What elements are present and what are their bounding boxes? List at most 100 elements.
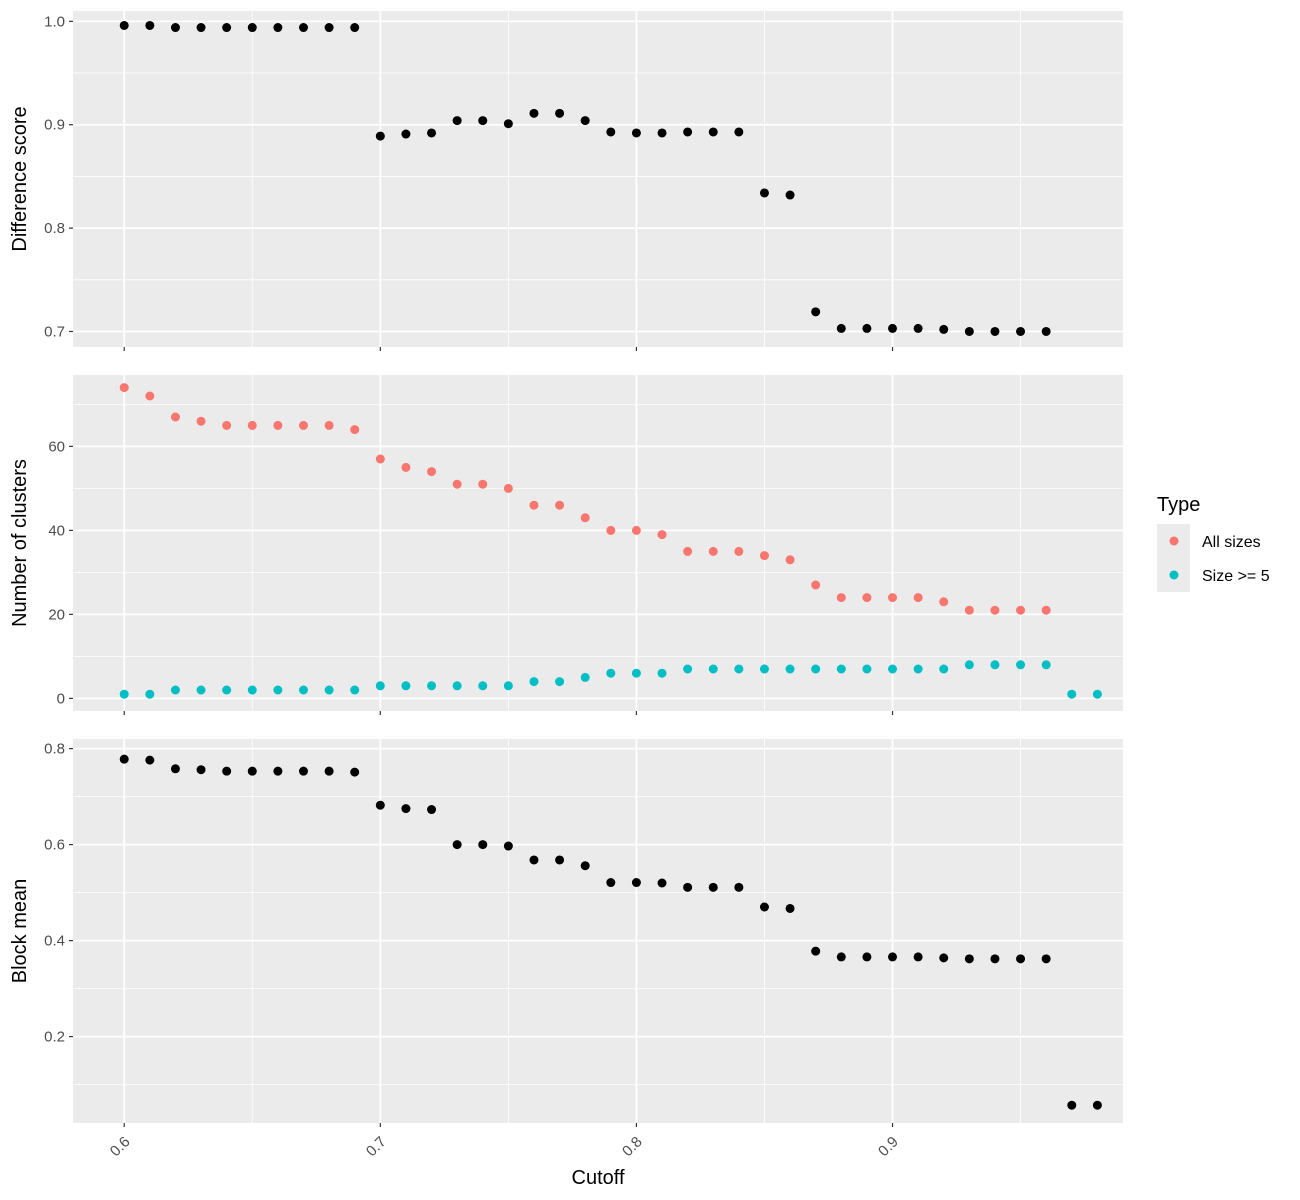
data-point	[529, 500, 539, 510]
data-point	[427, 128, 437, 138]
data-point	[427, 467, 437, 477]
data-point	[478, 479, 488, 489]
data-point	[836, 952, 846, 962]
series-1	[119, 754, 1102, 1110]
data-point	[196, 765, 206, 775]
data-point	[247, 766, 257, 776]
data-point	[913, 664, 923, 674]
data-point	[247, 420, 257, 430]
data-point	[503, 119, 513, 129]
data-point	[555, 500, 565, 510]
data-point	[811, 580, 821, 590]
data-point	[734, 127, 744, 137]
x-tick-label: 0.9	[875, 1133, 902, 1160]
data-point	[785, 664, 795, 674]
data-point	[427, 681, 437, 691]
data-point	[657, 128, 667, 138]
panel-background	[73, 375, 1123, 711]
data-point	[222, 766, 232, 776]
y-tick-label: 0.7	[44, 323, 65, 340]
data-point	[759, 902, 769, 912]
data-point	[196, 23, 206, 33]
data-point	[734, 882, 744, 892]
data-point	[862, 664, 872, 674]
legend-title: Type	[1157, 494, 1200, 516]
data-point	[222, 23, 232, 33]
panel-background	[73, 11, 1123, 347]
data-point	[298, 420, 308, 430]
data-point	[324, 685, 334, 695]
data-point	[119, 754, 129, 764]
data-point	[1067, 1100, 1077, 1110]
data-point	[964, 660, 974, 670]
data-point	[785, 555, 795, 565]
data-point	[913, 323, 923, 333]
legend-label-size-ge-5: Size >= 5	[1202, 568, 1270, 585]
data-point	[1092, 689, 1102, 699]
data-point	[759, 188, 769, 198]
data-point	[888, 323, 898, 333]
data-point	[580, 513, 590, 523]
data-point	[1041, 660, 1051, 670]
data-point	[913, 593, 923, 603]
legend-label-all-sizes: All sizes	[1202, 534, 1261, 551]
x-axis-title: Cutoff	[572, 1167, 625, 1189]
legend-key-all-sizes	[1169, 536, 1179, 546]
data-point	[375, 454, 385, 464]
data-point	[580, 672, 590, 682]
data-point	[273, 766, 283, 776]
data-point	[1016, 954, 1026, 964]
data-point	[196, 685, 206, 695]
data-point	[503, 841, 513, 851]
data-point	[529, 108, 539, 118]
data-point	[273, 685, 283, 695]
data-point	[350, 767, 360, 777]
data-point	[990, 326, 1000, 336]
data-point	[964, 954, 974, 964]
data-point	[964, 605, 974, 615]
data-point	[503, 681, 513, 691]
data-point	[836, 593, 846, 603]
panel-background	[73, 739, 1123, 1123]
data-point	[631, 525, 641, 535]
y-tick-label: 20	[48, 606, 65, 623]
y-tick-label: 40	[48, 522, 65, 539]
data-point	[708, 127, 718, 137]
legend: Type All sizes Size >= 5	[1157, 494, 1270, 592]
data-point	[555, 677, 565, 687]
data-point	[964, 326, 974, 336]
data-point	[1041, 954, 1051, 964]
panel-1: 0.7 0.8 0.9 1.0 Difference score	[9, 11, 1123, 351]
data-point	[734, 664, 744, 674]
data-point	[785, 903, 795, 913]
data-point	[606, 878, 616, 888]
data-point	[862, 323, 872, 333]
data-point	[452, 116, 462, 126]
data-point	[836, 323, 846, 333]
data-point	[170, 685, 180, 695]
data-point	[170, 764, 180, 774]
data-point	[862, 593, 872, 603]
data-point	[1041, 605, 1051, 615]
data-point	[939, 664, 949, 674]
data-point	[657, 668, 667, 678]
data-point	[427, 805, 437, 815]
y-tick-label: 0	[57, 690, 65, 707]
data-point	[273, 23, 283, 33]
data-point	[222, 420, 232, 430]
data-point	[606, 668, 616, 678]
data-point	[811, 946, 821, 956]
data-point	[862, 952, 872, 962]
data-point	[759, 551, 769, 561]
data-point	[298, 685, 308, 695]
data-point	[606, 525, 616, 535]
y-tick-label: 0.8	[44, 741, 65, 758]
data-point	[170, 23, 180, 33]
data-point	[375, 681, 385, 691]
data-point	[478, 681, 488, 691]
data-point	[119, 689, 129, 699]
data-point	[1016, 605, 1026, 615]
data-point	[580, 861, 590, 871]
y-axis-title: Block mean	[9, 879, 31, 984]
data-point	[990, 660, 1000, 670]
